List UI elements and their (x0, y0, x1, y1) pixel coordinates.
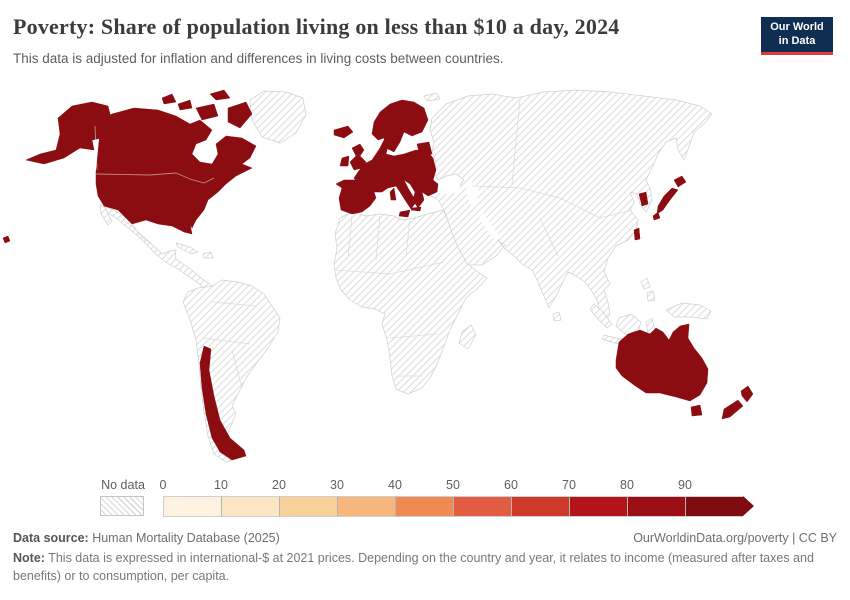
country-taiwan[interactable] (633, 227, 641, 241)
owid-logo-line2: in Data (778, 34, 816, 47)
legend-tick-60: 60 (504, 478, 518, 492)
country-ireland[interactable] (339, 155, 350, 167)
region-greenland[interactable] (249, 90, 307, 144)
legend-bin-80-90[interactable] (627, 496, 685, 517)
legend-bin-10-20[interactable] (221, 496, 279, 517)
legend-no-data-label: No data (101, 478, 145, 492)
map-legend: No data 0 10 20 30 40 50 60 70 80 90 (0, 478, 850, 520)
region-philippines-south[interactable] (646, 290, 656, 302)
legend-bin-40-50[interactable] (395, 496, 453, 517)
data-source-value: Human Mortality Database (2025) (88, 531, 280, 545)
region-sumatra[interactable] (589, 303, 613, 329)
legend-tick-10: 10 (214, 478, 228, 492)
region-mexico-central-america[interactable] (103, 205, 213, 292)
chart-footer: Data source: Human Mortality Database (2… (13, 531, 837, 586)
legend-tick-50: 50 (446, 478, 460, 492)
region-hispaniola[interactable] (202, 251, 214, 259)
caspian-sea (466, 182, 479, 206)
country-hawaii[interactable] (2, 235, 11, 244)
note-label: Note: (13, 551, 45, 565)
chart-subtitle: This data is adjusted for inflation and … (13, 51, 504, 66)
country-sicily[interactable] (398, 209, 411, 218)
country-iceland[interactable] (333, 125, 354, 139)
country-alaska[interactable] (25, 101, 113, 165)
country-europe-mainland[interactable] (335, 139, 439, 215)
country-sardinia-corsica[interactable] (389, 187, 397, 201)
legend-tick-90: 90 (678, 478, 692, 492)
country-south-korea[interactable] (638, 191, 649, 207)
country-canada-baffin-island[interactable] (227, 101, 253, 129)
country-tasmania[interactable] (690, 404, 703, 417)
country-canada-arctic-island-2[interactable] (161, 93, 177, 105)
data-source-label: Data source: (13, 531, 89, 545)
world-choropleth-map[interactable] (0, 88, 850, 470)
country-australia[interactable] (615, 323, 709, 402)
note-value: This data is expressed in international-… (13, 551, 814, 583)
legend-arrow-tip (743, 496, 754, 516)
legend-no-data-swatch[interactable] (100, 496, 144, 516)
country-crete[interactable] (410, 206, 422, 212)
country-canada-arctic-island[interactable] (177, 99, 193, 111)
legend-tick-0: 0 (159, 478, 167, 492)
legend-colorbar (163, 496, 754, 517)
persian-gulf (479, 213, 501, 241)
page-title: Poverty: Share of population living on l… (13, 14, 620, 39)
legend-bin-20-30[interactable] (279, 496, 337, 517)
owid-rights-link[interactable]: OurWorldinData.org/poverty | CC BY (633, 531, 837, 545)
us-canada-border (95, 172, 215, 184)
legend-tick-30: 30 (330, 478, 344, 492)
country-new-zealand-south[interactable] (721, 399, 744, 420)
country-japan-hokkaido[interactable] (673, 175, 687, 188)
region-cuba[interactable] (175, 242, 199, 255)
borders-over-data (94, 125, 215, 184)
note-line: Note: This data is expressed in internat… (13, 550, 837, 586)
country-japan-honshu[interactable] (656, 187, 679, 215)
legend-bin-60-70[interactable] (511, 496, 569, 517)
region-africa[interactable] (333, 209, 488, 395)
owid-logo-line1: Our World (770, 21, 824, 33)
legend-tick-20: 20 (272, 478, 286, 492)
country-chile[interactable] (199, 345, 247, 461)
legend-colorbar-wrap: 0 10 20 30 40 50 60 70 80 90 (159, 478, 763, 518)
data-countries[interactable] (2, 89, 754, 461)
legend-bin-70-80[interactable] (569, 496, 627, 517)
country-canada-united-states[interactable] (93, 107, 257, 235)
country-new-zealand-north[interactable] (740, 385, 754, 403)
owid-logo[interactable]: Our World in Data (761, 17, 833, 55)
region-new-guinea[interactable] (665, 302, 712, 320)
region-baja-california[interactable] (99, 203, 113, 226)
country-canada-victoria-island[interactable] (195, 103, 219, 121)
legend-ticks: 0 10 20 30 40 50 60 70 80 90 (159, 478, 753, 494)
legend-bin-0-10[interactable] (163, 496, 221, 517)
inland-seas (176, 178, 501, 241)
region-philippines-north[interactable] (640, 277, 651, 290)
region-madagascar[interactable] (458, 324, 477, 350)
black-sea (434, 179, 460, 195)
country-japan-kyushu[interactable] (652, 211, 661, 221)
region-south-america[interactable] (182, 279, 281, 463)
region-svalbard[interactable] (423, 92, 441, 102)
country-canada-ellesmere-island[interactable] (209, 89, 231, 101)
legend-tick-40: 40 (388, 478, 402, 492)
region-sri-lanka[interactable] (552, 311, 562, 322)
legend-bin-30-40[interactable] (337, 496, 395, 517)
legend-tick-70: 70 (562, 478, 576, 492)
legend-tick-80: 80 (620, 478, 634, 492)
legend-bin-90-100[interactable] (685, 496, 743, 517)
data-source-line: Data source: Human Mortality Database (2… (13, 531, 280, 545)
country-borders (119, 99, 633, 389)
alaska-canada-border (94, 125, 98, 171)
legend-bin-50-60[interactable] (453, 496, 511, 517)
